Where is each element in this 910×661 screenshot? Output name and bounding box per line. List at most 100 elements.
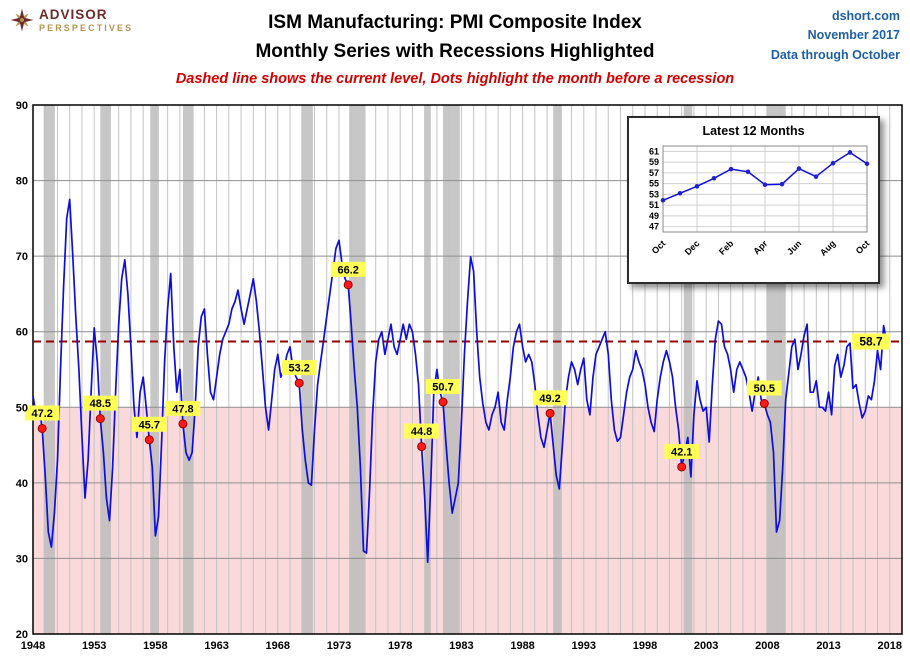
chart-subtitle: Dashed line shows the current level, Dot… [175, 71, 735, 87]
x-axis-label: 2013 [816, 640, 840, 652]
dot-label-bg [24, 405, 60, 421]
x-axis-label: 1958 [143, 640, 167, 652]
logo-text: ADVISOR PERSPECTIVES [39, 7, 133, 33]
pre-recession-dot [343, 280, 353, 290]
x-axis-label: 1963 [204, 640, 228, 652]
inset-x-axis-label: Jun [785, 238, 803, 256]
recession-band [150, 105, 159, 634]
dot-label: 53.2 [288, 363, 309, 375]
advisor-perspectives-logo: ADVISOR PERSPECTIVES [10, 7, 133, 33]
recession-band [424, 105, 431, 634]
y-axis-label: 70 [16, 251, 28, 263]
pre-recession-dot [759, 399, 769, 409]
inset-data-point [762, 182, 768, 187]
inset-x-axis-label: Feb [717, 238, 736, 257]
page-title-line2: Monthly Series with Recessions Highlight… [255, 41, 655, 63]
dot-label: 50.7 [432, 381, 453, 393]
logo-line1: ADVISOR [39, 7, 108, 22]
dot-label-bg [664, 443, 699, 459]
inset-x-axis-label: Aug [818, 238, 837, 257]
x-axis-label: 1968 [266, 640, 290, 652]
pre-recession-dot [294, 378, 304, 388]
inset-y-axis-label: 51 [649, 200, 659, 210]
advisor-logo-compass-icon [10, 8, 34, 32]
main-chart-svg: 47.2 48.5 45.7 47.8 53.2 66.2 44.8 50.7 49.2 42.1… [16, 100, 903, 652]
y-axis-label: 60 [16, 327, 28, 339]
y-axis-label: 50 [16, 402, 28, 414]
y-axis-label: 40 [16, 478, 28, 490]
dot-label: 44.8 [411, 426, 432, 438]
logo-line2: PERSPECTIVES [39, 22, 134, 33]
dot-label: 47.2 [31, 408, 52, 420]
recession-band [43, 105, 55, 634]
page-title-line1: ISM Manufacturing: PMI Composite Index [268, 12, 642, 33]
inset-y-axis-label: 53 [649, 189, 659, 199]
below-50-region [33, 407, 902, 634]
source-data-through: Data through October [770, 47, 900, 62]
dot-label-bg [165, 400, 201, 416]
x-axis-label: 1978 [388, 640, 412, 652]
plot-border [32, 104, 903, 635]
x-axis-label: 2008 [755, 640, 779, 652]
recession-band [100, 105, 111, 634]
x-axis-label: 1998 [633, 640, 657, 652]
main-chart: 47.2 48.5 45.7 47.8 53.2 66.2 44.8 50.7 49.2 42.1… [0, 95, 910, 661]
inset-y-axis-label: 61 [649, 146, 659, 156]
inset-y-axis-label: 55 [649, 179, 659, 189]
y-axis-label: 30 [16, 553, 28, 565]
x-axis-label: 2018 [878, 640, 902, 652]
dot-label: 48.5 [90, 398, 111, 410]
inset-data-point [796, 166, 802, 171]
x-axis-label: 1973 [327, 640, 351, 652]
y-axis-label: 80 [16, 176, 28, 188]
chart-titles: ISM Manufacturing: PMI Composite Index M… [0, 8, 910, 67]
inset-data-point [864, 161, 870, 167]
pre-recession-dot [144, 435, 154, 445]
pre-recession-dot [37, 423, 47, 433]
pmi-line [32, 198, 888, 564]
dot-label-bg [425, 378, 461, 394]
inset-data-point [779, 181, 785, 187]
inset-y-axis-label: 57 [649, 168, 659, 178]
inset-y-axis-label: 47 [649, 222, 659, 232]
pre-recession-dot [438, 397, 448, 407]
dot-label-bg [747, 380, 782, 396]
x-axis-label: 1988 [510, 640, 534, 652]
current-level-label-bg [852, 333, 890, 350]
source-block: dshort.com November 2017 Data through Oc… [771, 7, 900, 65]
inset-y-axis-label: 59 [649, 157, 659, 167]
pre-recession-dot [545, 408, 555, 418]
inset-data-point [813, 174, 819, 179]
x-axis-label: 1993 [572, 640, 596, 652]
dot-label: 49.2 [539, 393, 560, 405]
inset-x-axis-label: Oct [650, 238, 668, 256]
recession-band [182, 105, 194, 634]
pre-recession-dot [178, 419, 188, 429]
inset-x-axis-label: Dec [683, 238, 702, 257]
dot-label-bg [330, 261, 366, 277]
inset-data-point [745, 169, 751, 175]
pre-recession-dot [677, 462, 687, 472]
latest-12-months-inset: Latest 12 Months 47 49 51 53 55 57 59 61 Oct Dec F… [627, 116, 880, 284]
inset-data-point [728, 166, 734, 172]
current-level-label: 58.7 [859, 335, 883, 349]
inset-x-axis-label: Oct [854, 238, 872, 256]
dot-label-bg [404, 423, 439, 439]
inset-data-point [677, 191, 683, 196]
dot-label-bg [532, 390, 568, 406]
source-date: November 2017 [807, 28, 900, 43]
inset-title: Latest 12 Months [702, 124, 805, 138]
pre-recession-dot [95, 414, 105, 424]
inset-y-axis-label: 49 [649, 211, 659, 221]
inset-data-point [660, 197, 666, 203]
dot-label: 45.7 [139, 419, 160, 431]
dot-label: 50.5 [754, 383, 775, 395]
inset-x-axis-label: Apr [751, 238, 769, 256]
dot-label-bg [83, 395, 118, 411]
dot-label: 66.2 [337, 264, 358, 276]
dot-label-bg [281, 360, 317, 376]
y-axis-label: 90 [16, 100, 28, 112]
inset-plot-border [662, 145, 868, 233]
recession-band [443, 105, 460, 634]
